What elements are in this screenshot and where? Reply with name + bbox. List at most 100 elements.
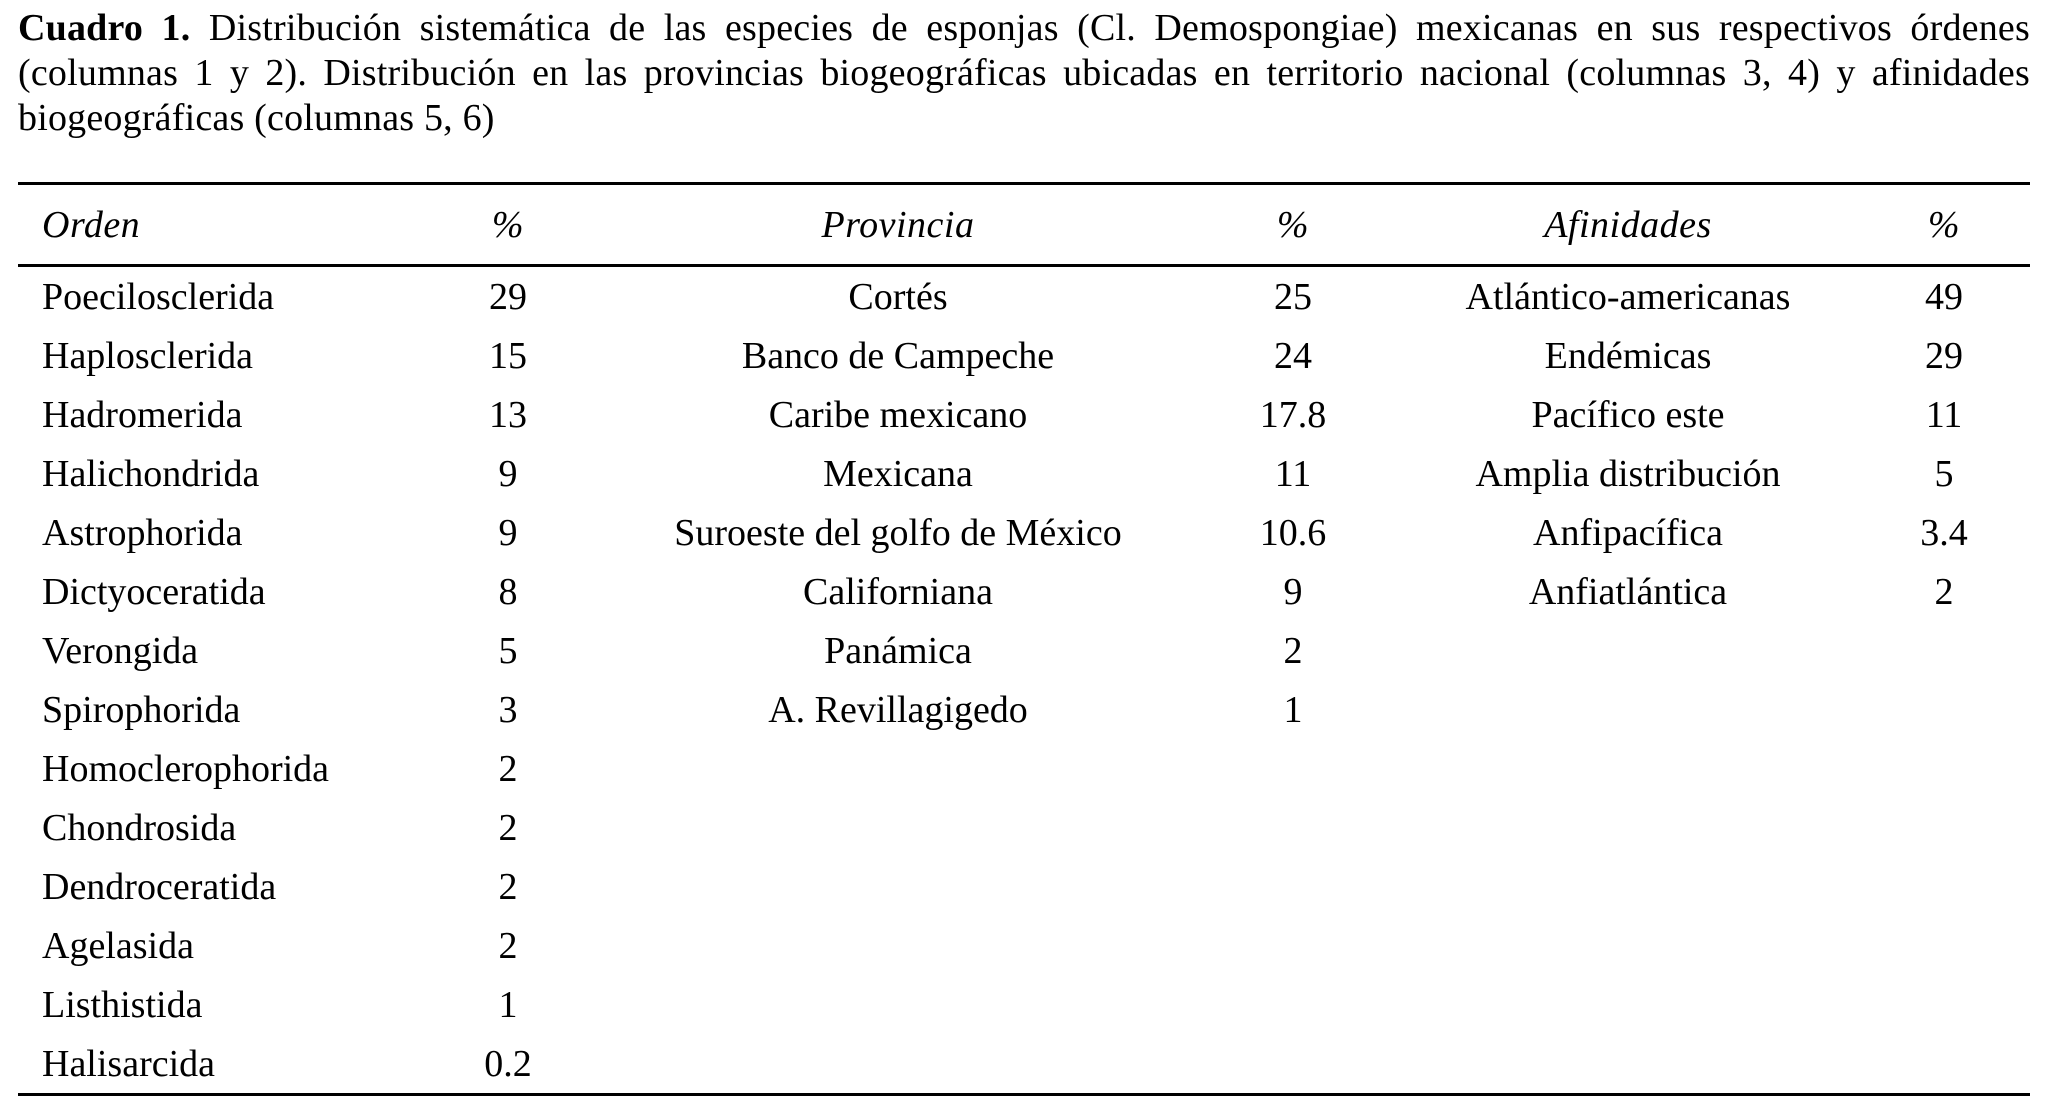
orden-pct-cell: 2 xyxy=(498,924,518,967)
table-row: Spirophorida 3 A. Revillagigedo 1 xyxy=(18,680,2030,739)
orden-pct-cell: 0.2 xyxy=(484,1042,532,1085)
orden-cell: Agelasida xyxy=(42,924,194,967)
orden-cell: Haplosclerida xyxy=(42,334,254,377)
afinidades-pct-cell xyxy=(1858,680,2030,739)
table-row: Chondrosida 2 xyxy=(18,798,2030,857)
provincia-cell xyxy=(608,916,1188,975)
table-row: Agelasida 2 xyxy=(18,916,2030,975)
orden-pct-cell: 9 xyxy=(498,452,518,495)
orden-pct-cell: 1 xyxy=(498,983,518,1026)
orden-cell: Homoclerophorida xyxy=(42,747,330,790)
orden-cell: Poecilosclerida xyxy=(42,275,275,318)
provincia-pct-cell: 11 xyxy=(1274,452,1312,495)
provincia-cell: Mexicana xyxy=(823,452,973,495)
provincia-pct-cell xyxy=(1188,916,1398,975)
orden-cell: Hadromerida xyxy=(42,393,243,436)
afinidades-cell: Amplia distribución xyxy=(1475,452,1781,495)
table-row: Hadromerida 13 Caribe mexicano 17.8 Pacífico… xyxy=(18,385,2030,444)
sponge-distribution-table: Orden % Provincia % Afinidades % Poecilo… xyxy=(18,182,2030,1096)
orden-pct-cell: 5 xyxy=(498,629,518,672)
header-afinidades-pct: % xyxy=(1858,183,2030,267)
orden-pct-cell: 2 xyxy=(498,865,518,908)
afinidades-cell: Atlántico-americanas xyxy=(1465,275,1791,318)
afinidades-pct-cell: 2 xyxy=(1934,570,1954,613)
header-orden-pct: % xyxy=(408,183,608,267)
afinidades-pct-cell: 5 xyxy=(1934,452,1954,495)
afinidades-pct-cell xyxy=(1858,739,2030,798)
provincia-cell xyxy=(608,975,1188,1034)
table-row: Halichondrida 9 Mexicana 11 Amplia distribuc… xyxy=(18,444,2030,503)
afinidades-cell xyxy=(1398,916,1858,975)
table-row: Haplosclerida 15 Banco de Campeche 24 Endémi… xyxy=(18,326,2030,385)
provincia-pct-cell: 10.6 xyxy=(1259,511,1327,554)
orden-pct-cell: 13 xyxy=(489,393,527,436)
table-row: Astrophorida 9 Suroeste del golfo de Méxic… xyxy=(18,503,2030,562)
table-row: Verongida 5 Panámica 2 xyxy=(18,621,2030,680)
orden-pct-cell: 9 xyxy=(498,511,518,554)
table-row: Halisarcida 0.2 xyxy=(18,1034,2030,1095)
table-header-row: Orden % Provincia % Afinidades % xyxy=(18,183,2030,267)
afinidades-cell xyxy=(1398,1034,1858,1095)
afinidades-pct-cell xyxy=(1858,1034,2030,1095)
provincia-cell xyxy=(608,857,1188,916)
afinidades-pct-cell: 49 xyxy=(1925,275,1963,318)
provincia-cell: A. Revillagigedo xyxy=(768,688,1028,731)
afinidades-pct-cell: 29 xyxy=(1925,334,1963,377)
provincia-cell xyxy=(608,1034,1188,1095)
orden-cell: Astrophorida xyxy=(42,511,243,554)
header-provincia: Provincia xyxy=(608,183,1188,267)
orden-cell: Dendroceratida xyxy=(42,865,277,908)
provincia-pct-cell: 17.8 xyxy=(1259,393,1327,436)
table-row: Dictyoceratida 8 Californiana 9 Anfiatlántic… xyxy=(18,562,2030,621)
orden-cell: Listhistida xyxy=(42,983,203,1026)
orden-cell: Chondrosida xyxy=(42,806,237,849)
provincia-cell: Panámica xyxy=(824,629,972,672)
afinidades-pct-cell: 3.4 xyxy=(1920,511,1968,554)
table-body: Poecilosclerida 29 Cortés 25 Atlántico-ameri… xyxy=(18,266,2030,1095)
afinidades-pct-cell xyxy=(1858,798,2030,857)
provincia-pct-cell: 1 xyxy=(1283,688,1303,731)
orden-pct-cell: 3 xyxy=(498,688,518,731)
table-row: Listhistida 1 xyxy=(18,975,2030,1034)
orden-pct-cell: 8 xyxy=(498,570,518,613)
afinidades-cell: Anfiatlántica xyxy=(1528,570,1728,613)
orden-cell: Verongida xyxy=(42,629,199,672)
provincia-pct-cell: 25 xyxy=(1274,275,1312,318)
provincia-pct-cell xyxy=(1188,798,1398,857)
header-afinidades: Afinidades xyxy=(1398,183,1858,267)
afinidades-pct-cell: 11 xyxy=(1925,393,1963,436)
afinidades-cell: Endémicas xyxy=(1544,334,1712,377)
afinidades-cell xyxy=(1398,739,1858,798)
afinidades-cell: Anfipacífica xyxy=(1533,511,1723,554)
provincia-pct-cell: 24 xyxy=(1274,334,1312,377)
orden-pct-cell: 29 xyxy=(489,275,527,318)
table-row: Dendroceratida 2 xyxy=(18,857,2030,916)
provincia-cell: Cortés xyxy=(848,275,948,318)
provincia-cell: Californiana xyxy=(803,570,993,613)
provincia-pct-cell xyxy=(1188,739,1398,798)
afinidades-pct-cell xyxy=(1858,857,2030,916)
header-orden: Orden xyxy=(18,183,408,267)
afinidades-cell: Pacífico este xyxy=(1531,393,1725,436)
caption-text: Distribución sistemática de las especies… xyxy=(18,7,2030,139)
provincia-cell: Suroeste del golfo de México xyxy=(674,511,1122,554)
afinidades-cell xyxy=(1398,975,1858,1034)
table-row: Homoclerophorida 2 xyxy=(18,739,2030,798)
afinidades-cell xyxy=(1398,621,1858,680)
orden-pct-cell: 2 xyxy=(498,747,518,790)
header-provincia-pct: % xyxy=(1188,183,1398,267)
provincia-cell: Banco de Campeche xyxy=(741,334,1055,377)
orden-cell: Dictyoceratida xyxy=(42,570,266,613)
provincia-cell: Caribe mexicano xyxy=(768,393,1028,436)
afinidades-cell xyxy=(1398,680,1858,739)
provincia-pct-cell: 2 xyxy=(1283,629,1303,672)
provincia-pct-cell xyxy=(1188,975,1398,1034)
orden-cell: Halisarcida xyxy=(42,1042,216,1085)
orden-pct-cell: 2 xyxy=(498,806,518,849)
table-row: Poecilosclerida 29 Cortés 25 Atlántico-ameri… xyxy=(18,266,2030,327)
provincia-cell xyxy=(608,739,1188,798)
caption-label: Cuadro 1. xyxy=(18,7,191,49)
provincia-pct-cell xyxy=(1188,1034,1398,1095)
orden-cell: Halichondrida xyxy=(42,452,260,495)
